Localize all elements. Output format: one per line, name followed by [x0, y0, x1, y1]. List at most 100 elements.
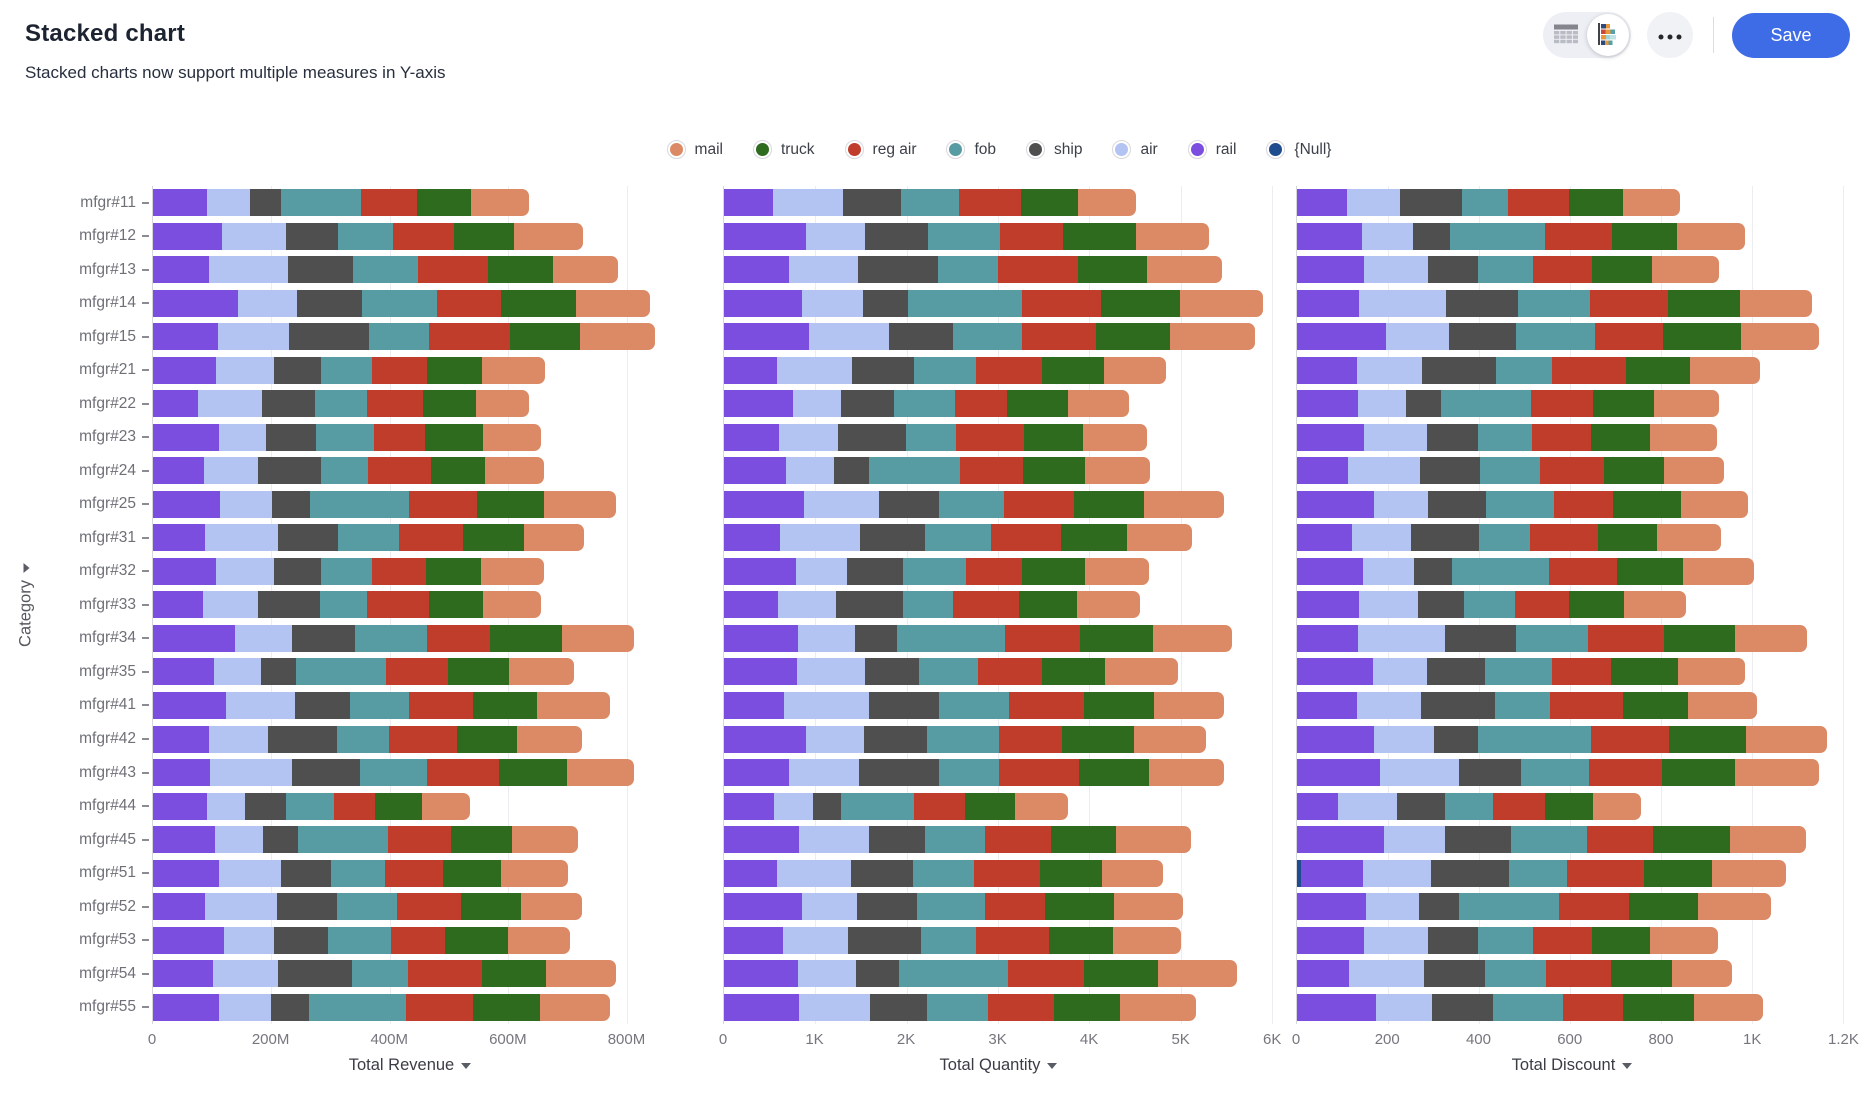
- bar-segment-rail[interactable]: [153, 222, 222, 250]
- bar-segment-air[interactable]: [1373, 725, 1435, 753]
- bar-segment-ship[interactable]: [1414, 557, 1453, 585]
- bar-segment-rail[interactable]: [1297, 457, 1348, 485]
- bar-segment-fob[interactable]: [1444, 792, 1494, 820]
- bar-segment-ship[interactable]: [262, 826, 299, 854]
- bar-segment-fob[interactable]: [924, 826, 986, 854]
- bar-segment-truck[interactable]: [1664, 624, 1736, 652]
- bar-segment-rail[interactable]: [153, 457, 204, 485]
- bar-segment-air[interactable]: [799, 993, 871, 1021]
- bar-segment-mail[interactable]: [575, 289, 651, 317]
- bar-segment-mail[interactable]: [1105, 658, 1178, 686]
- bar-segment-truck[interactable]: [473, 993, 540, 1021]
- bar-segment-reg-air[interactable]: [1554, 490, 1613, 518]
- bar-segment-air[interactable]: [797, 624, 855, 652]
- bar-segment-ship[interactable]: [847, 557, 903, 585]
- bar-segment-mail[interactable]: [1649, 423, 1717, 451]
- bar-segment-air[interactable]: [224, 926, 274, 954]
- bar-segment-truck[interactable]: [424, 423, 483, 451]
- bar-segment-reg-air[interactable]: [374, 423, 425, 451]
- bar-segment-rail[interactable]: [1297, 759, 1381, 787]
- bar-segment-ship[interactable]: [856, 893, 917, 921]
- bar-segment-air[interactable]: [804, 490, 880, 518]
- bar-segment-truck[interactable]: [1101, 289, 1180, 317]
- bar-segment-mail[interactable]: [1735, 624, 1807, 652]
- bar-segment-mail[interactable]: [1745, 725, 1828, 753]
- legend-item[interactable]: air: [1112, 140, 1158, 159]
- bar-segment-fob[interactable]: [907, 289, 1022, 317]
- bar-segment-air[interactable]: [226, 691, 296, 719]
- bar-segment-fob[interactable]: [359, 759, 428, 787]
- bar-segment-air[interactable]: [1364, 256, 1428, 284]
- bar-segment-mail[interactable]: [483, 591, 542, 619]
- bar-segment-truck[interactable]: [1610, 960, 1672, 988]
- bar-segment-mail[interactable]: [1650, 926, 1718, 954]
- bar-segment-mail[interactable]: [566, 759, 634, 787]
- bar-segment-ship[interactable]: [836, 591, 903, 619]
- bar-segment-rail[interactable]: [724, 524, 781, 552]
- bar-segment-ship[interactable]: [1427, 490, 1487, 518]
- bar-segment-fob[interactable]: [926, 993, 989, 1021]
- bar-segment-air[interactable]: [784, 691, 870, 719]
- bar-segment-fob[interactable]: [901, 189, 959, 217]
- bar-segment-ship[interactable]: [858, 256, 939, 284]
- bar-segment-truck[interactable]: [501, 289, 576, 317]
- bar-segment-truck[interactable]: [1084, 960, 1159, 988]
- bar-segment-reg-air[interactable]: [371, 557, 427, 585]
- more-options-button[interactable]: [1647, 12, 1693, 58]
- bar-segment-mail[interactable]: [482, 356, 545, 384]
- bar-segment-mail[interactable]: [1103, 356, 1166, 384]
- bar-segment-fob[interactable]: [351, 960, 408, 988]
- bar-segment-mail[interactable]: [1712, 859, 1786, 887]
- bar-segment-rail[interactable]: [1297, 926, 1365, 954]
- bar-segment-reg-air[interactable]: [1530, 524, 1598, 552]
- bar-segment-truck[interactable]: [1662, 323, 1741, 351]
- bar-segment-air[interactable]: [203, 457, 259, 485]
- bar-segment-fob[interactable]: [1516, 323, 1595, 351]
- bar-segment-ship[interactable]: [273, 926, 329, 954]
- bar-segment-fob[interactable]: [920, 926, 976, 954]
- bar-segment-rail[interactable]: [724, 289, 803, 317]
- bar-segment-ship[interactable]: [1412, 222, 1450, 250]
- bar-segment-air[interactable]: [1346, 189, 1401, 217]
- bar-segment-truck[interactable]: [1040, 859, 1102, 887]
- bar-segment-rail[interactable]: [153, 423, 220, 451]
- bar-segment-reg-air[interactable]: [1507, 189, 1570, 217]
- bar-segment-rail[interactable]: [1297, 691, 1357, 719]
- bar-segment-reg-air[interactable]: [385, 859, 444, 887]
- bar-segment-ship[interactable]: [1420, 691, 1495, 719]
- bar-segment-fob[interactable]: [925, 524, 991, 552]
- bar-segment-mail[interactable]: [1149, 759, 1225, 787]
- bar-segment-ship[interactable]: [292, 759, 360, 787]
- bar-segment-mail[interactable]: [1687, 691, 1757, 719]
- bar-segment-truck[interactable]: [1084, 691, 1155, 719]
- bar-segment-reg-air[interactable]: [407, 960, 482, 988]
- bar-segment-ship[interactable]: [1427, 926, 1479, 954]
- bar-segment-truck[interactable]: [1592, 256, 1652, 284]
- bar-segment-fob[interactable]: [1484, 960, 1546, 988]
- bar-segment-air[interactable]: [806, 725, 864, 753]
- bar-segment-ship[interactable]: [856, 960, 900, 988]
- bar-segment-ship[interactable]: [295, 691, 351, 719]
- bar-segment-ship[interactable]: [1458, 759, 1522, 787]
- bar-segment-air[interactable]: [789, 759, 860, 787]
- bar-segment-reg-air[interactable]: [1532, 926, 1592, 954]
- bar-segment-reg-air[interactable]: [952, 591, 1020, 619]
- bar-segment-air[interactable]: [197, 390, 262, 418]
- bar-segment-fob[interactable]: [1478, 926, 1533, 954]
- bar-segment-truck[interactable]: [416, 189, 472, 217]
- bar-segment-reg-air[interactable]: [361, 189, 417, 217]
- legend-item[interactable]: rail: [1187, 140, 1236, 159]
- bar-segment-ship[interactable]: [1417, 591, 1465, 619]
- bar-segment-air[interactable]: [776, 859, 852, 887]
- bar-segment-reg-air[interactable]: [914, 792, 966, 820]
- bar-segment-rail[interactable]: [153, 323, 219, 351]
- bar-segment-ship[interactable]: [257, 591, 320, 619]
- bar-segment-fob[interactable]: [927, 222, 1001, 250]
- bar-segment-fob[interactable]: [321, 457, 368, 485]
- bar-segment-air[interactable]: [1338, 792, 1397, 820]
- bar-segment-ship[interactable]: [888, 323, 953, 351]
- bar-segment-ship[interactable]: [838, 423, 906, 451]
- bar-segment-fob[interactable]: [912, 859, 975, 887]
- bar-segment-rail[interactable]: [153, 893, 205, 921]
- bar-segment-fob[interactable]: [319, 591, 367, 619]
